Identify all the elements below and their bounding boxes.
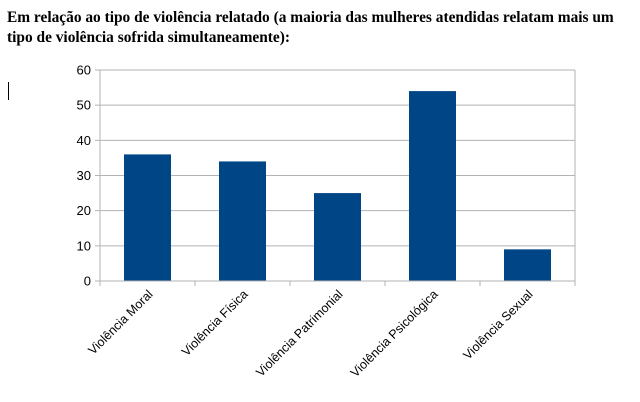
- y-tick-label: 40: [77, 133, 91, 148]
- bar: [504, 249, 551, 281]
- y-tick-label: 50: [77, 98, 91, 113]
- bar: [124, 154, 171, 281]
- y-tick-label: 30: [77, 168, 91, 183]
- bar: [314, 193, 361, 281]
- heading-line-1: Em relação ao tipo de violência relatado…: [7, 9, 614, 26]
- text-cursor: [8, 82, 9, 100]
- bar: [409, 91, 456, 281]
- x-category-label: Violência Moral: [85, 287, 155, 357]
- heading-line-2: tipo de violência sofrida simultaneament…: [7, 29, 290, 46]
- y-tick-label: 0: [84, 274, 91, 289]
- x-category-label: Violência Sexual: [461, 287, 536, 362]
- x-category-label: Violência Física: [179, 287, 251, 359]
- x-category-label: Violência Patrimonial: [253, 287, 345, 379]
- heading: Em relação ao tipo de violência relatado…: [7, 8, 640, 48]
- y-tick-label: 20: [77, 203, 91, 218]
- x-category-label: Violência Psicológica: [348, 287, 441, 380]
- y-tick-label: 10: [77, 238, 91, 253]
- bar: [219, 161, 266, 281]
- y-tick-label: 60: [77, 63, 91, 78]
